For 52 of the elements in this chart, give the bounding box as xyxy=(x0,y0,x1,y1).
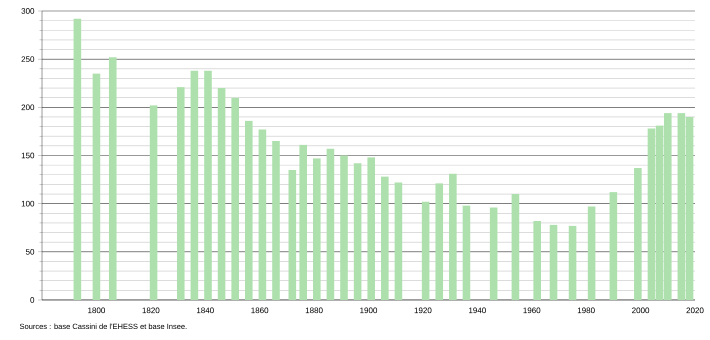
bar xyxy=(568,226,576,300)
bar xyxy=(218,88,226,300)
bar xyxy=(610,192,618,300)
bar xyxy=(190,70,198,300)
bar xyxy=(512,194,520,300)
x-tick-label: 2020 xyxy=(686,308,704,314)
bar xyxy=(313,158,321,300)
bar xyxy=(108,57,117,300)
y-tick-label: 150 xyxy=(22,152,34,158)
bar xyxy=(354,163,362,300)
y-tick-label: 50 xyxy=(26,248,34,255)
bar xyxy=(258,129,266,300)
x-tick-label: 1960 xyxy=(523,308,540,314)
bar xyxy=(288,170,296,300)
bar xyxy=(550,224,558,300)
x-tick-label: 1800 xyxy=(88,308,106,314)
bar xyxy=(435,183,444,300)
bar xyxy=(272,141,280,300)
bar xyxy=(244,120,253,300)
bar xyxy=(176,87,185,300)
x-tick-label: 1820 xyxy=(142,308,160,314)
y-tick-label: 300 xyxy=(21,8,34,14)
x-tick-label: 1860 xyxy=(251,308,268,314)
x-tick-label: 1980 xyxy=(578,308,595,314)
bar xyxy=(381,176,389,300)
bar xyxy=(533,220,541,300)
bar xyxy=(490,208,498,300)
x-tick-label: 1840 xyxy=(196,308,214,314)
bar xyxy=(150,105,158,300)
x-tick-label: 1880 xyxy=(306,308,323,314)
bar xyxy=(326,148,334,300)
bar xyxy=(92,74,100,300)
bar xyxy=(299,144,308,300)
x-tick-label: 1940 xyxy=(469,308,486,314)
bar xyxy=(588,206,596,300)
y-tick-label: 0 xyxy=(30,297,34,303)
bar xyxy=(634,168,642,300)
bar xyxy=(231,98,239,300)
y-tick-label: 200 xyxy=(22,104,34,110)
y-tick-label: 250 xyxy=(22,56,34,62)
bar xyxy=(449,174,457,300)
bar xyxy=(422,202,430,300)
bar xyxy=(367,157,376,300)
bar xyxy=(74,18,82,300)
bar xyxy=(204,70,212,300)
x-tick-label: 1900 xyxy=(360,308,378,314)
x-tick-label: 1920 xyxy=(414,308,432,314)
x-tick-label: 2000 xyxy=(632,308,650,314)
bar xyxy=(394,182,402,300)
bar xyxy=(462,206,470,300)
bar xyxy=(340,155,348,300)
y-tick-label: 100 xyxy=(22,200,34,206)
